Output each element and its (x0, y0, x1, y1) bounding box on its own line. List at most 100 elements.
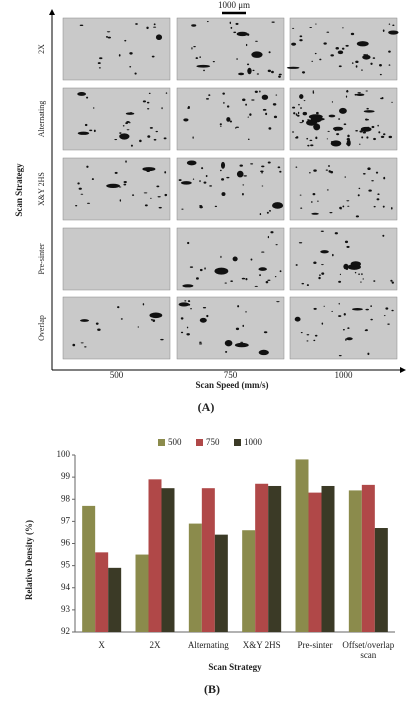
pore (199, 341, 202, 343)
pore (367, 352, 370, 356)
pore (390, 207, 393, 210)
pore (165, 92, 168, 94)
pore (347, 134, 350, 138)
pore (279, 270, 282, 273)
chart-y-label: Relative Density (%) (24, 520, 34, 600)
pore (355, 93, 365, 96)
pore (199, 180, 201, 183)
pore (355, 215, 359, 218)
pore (235, 327, 240, 331)
pore (319, 274, 321, 276)
pore (132, 194, 135, 196)
pore (270, 231, 274, 234)
pore (365, 118, 369, 121)
pore (124, 39, 127, 42)
pore (370, 318, 373, 321)
pore (306, 334, 310, 336)
pore (265, 280, 269, 284)
pore (312, 90, 314, 93)
pore (237, 305, 240, 308)
pore (379, 73, 382, 76)
pore (320, 250, 329, 254)
pore (135, 23, 138, 25)
pore (291, 42, 297, 46)
pore (240, 341, 244, 343)
pore (119, 199, 122, 202)
chart-x-label: Scan Strategy (208, 662, 262, 672)
pore (346, 200, 350, 202)
column-label: 500 (110, 370, 124, 380)
pore (377, 193, 380, 196)
pore (77, 182, 80, 185)
pore (267, 279, 271, 281)
pore (306, 284, 309, 287)
pore (180, 181, 192, 185)
pore (314, 52, 317, 55)
pore (195, 57, 199, 60)
pore (291, 131, 295, 133)
pore (338, 280, 342, 283)
pore (310, 144, 314, 147)
pore (326, 31, 330, 33)
pore (300, 331, 303, 334)
pore (241, 277, 246, 280)
pore (187, 105, 190, 109)
pore (354, 271, 357, 274)
pore (206, 21, 209, 23)
pore (388, 64, 391, 66)
pore (114, 138, 118, 141)
bar (188, 523, 202, 632)
pore (388, 135, 393, 139)
pore (161, 107, 163, 110)
y-tick-label: 97 (61, 515, 71, 525)
pore (144, 204, 148, 207)
pore (307, 144, 310, 147)
pore (332, 253, 334, 257)
pore (142, 303, 145, 306)
pore (276, 301, 280, 303)
y-label: Scan Strategy (14, 163, 24, 217)
pore (306, 340, 309, 342)
pore (359, 130, 363, 133)
pore (97, 62, 101, 65)
pore (209, 185, 213, 187)
pore (347, 327, 350, 330)
pore (153, 138, 157, 141)
x-tick-label: Offset/overlap scan (342, 640, 395, 660)
pore (153, 26, 157, 28)
pore (268, 51, 271, 54)
pore (330, 170, 334, 174)
pore (192, 136, 194, 139)
pore (323, 42, 327, 45)
pore (382, 29, 385, 32)
pore (328, 164, 330, 167)
pore (261, 185, 264, 187)
pore (225, 350, 228, 353)
y-tick-label: 96 (61, 538, 71, 548)
pore (342, 329, 345, 331)
x-tick-label: Alternating (187, 640, 229, 650)
pore (330, 140, 342, 147)
pore (326, 189, 329, 191)
pore (362, 54, 371, 60)
pore (313, 339, 316, 342)
pore (329, 212, 333, 214)
pore (117, 306, 120, 309)
pore (151, 55, 155, 58)
pore (157, 196, 161, 198)
pore (387, 323, 390, 325)
x-tick-label: X&Y 2HS (242, 640, 281, 650)
y-tick-label: 94 (61, 582, 71, 592)
pore (266, 211, 269, 214)
micrograph (176, 227, 285, 291)
pore (342, 205, 345, 208)
pore (230, 26, 233, 29)
pore (160, 338, 164, 341)
pore (254, 40, 258, 42)
pore (119, 133, 130, 140)
pore (299, 35, 303, 38)
pore (226, 105, 230, 108)
column-label: 1000 (335, 370, 354, 380)
bar (295, 459, 309, 632)
